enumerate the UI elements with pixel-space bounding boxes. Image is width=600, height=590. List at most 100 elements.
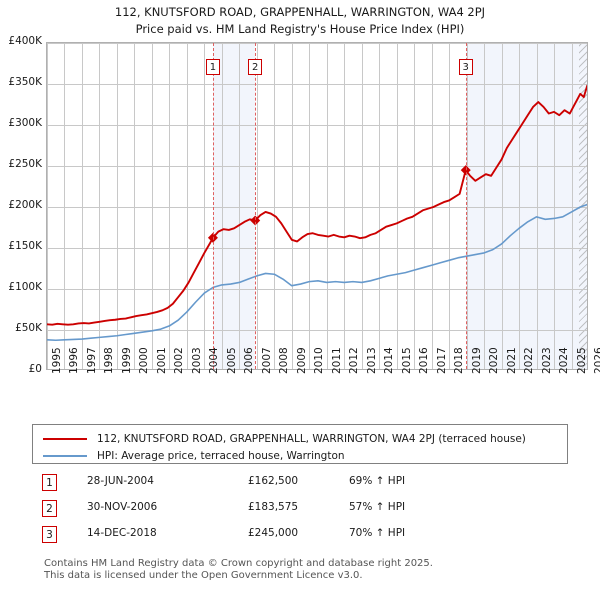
- x-axis-tick-label: 2020: [488, 347, 501, 374]
- gridline-vertical: [467, 43, 468, 369]
- shaded-period-band: [465, 43, 587, 369]
- gridline-vertical: [537, 43, 538, 369]
- hpi-delta: 69% ↑ HPI: [349, 475, 406, 487]
- x-axis-tick-label: 1996: [68, 347, 81, 374]
- gridline-vertical: [572, 43, 573, 369]
- shaded-period-band: [212, 43, 256, 369]
- legend-label: HPI: Average price, terraced house, Warr…: [97, 450, 345, 462]
- x-axis-tick-label: 1997: [85, 347, 98, 374]
- y-axis-tick-label: £350K: [8, 76, 42, 88]
- series-lines: [47, 84, 587, 342]
- gridline-vertical: [64, 43, 65, 369]
- row-index-badge: 2: [42, 500, 57, 517]
- y-axis-tick-label: £0: [28, 363, 42, 375]
- gridline-vertical: [362, 43, 363, 369]
- table-row[interactable]: 2 30-NOV-2006 £183,575 57% ↑ HPI: [32, 498, 568, 524]
- gridline-vertical: [257, 43, 258, 369]
- x-axis-tick-label: 2015: [400, 347, 413, 374]
- legend-color-swatch: [43, 438, 87, 440]
- table-row[interactable]: 3 14-DEC-2018 £245,000 70% ↑ HPI: [32, 524, 568, 550]
- x-axis-tick-label: 2016: [418, 347, 431, 374]
- x-axis-tick-label: 2012: [348, 347, 361, 374]
- gridline-vertical: [152, 43, 153, 369]
- gridline-horizontal: [47, 289, 587, 290]
- gridline-vertical: [379, 43, 380, 369]
- gridline-vertical: [274, 43, 275, 369]
- x-axis-tick-label: 1998: [103, 347, 116, 374]
- gridline-vertical: [292, 43, 293, 369]
- gridline-horizontal: [47, 84, 587, 85]
- gridline-vertical: [187, 43, 188, 369]
- gridline-vertical: [99, 43, 100, 369]
- marker-vline: [255, 43, 257, 369]
- footer-attribution: Contains HM Land Registry data © Crown c…: [44, 558, 574, 582]
- sale-price: £162,500: [248, 475, 299, 487]
- footer-line-1: Contains HM Land Registry data © Crown c…: [44, 558, 433, 569]
- x-axis-tick-label: 2000: [138, 347, 151, 374]
- gridline-vertical: [344, 43, 345, 369]
- legend-entry: HPI: Average price, terraced house, Warr…: [43, 448, 345, 464]
- gridline-vertical: [47, 43, 48, 369]
- gridline-vertical: [117, 43, 118, 369]
- legend-color-swatch: [43, 455, 87, 457]
- gridline-horizontal: [47, 248, 587, 249]
- x-axis-tick-label: 2006: [243, 347, 256, 374]
- gridline-vertical: [82, 43, 83, 369]
- marker-number-box[interactable]: 2: [248, 59, 263, 75]
- transactions-table: 1 28-JUN-2004 £162,500 69% ↑ HPI 2 30-NOV-200…: [32, 472, 568, 550]
- y-axis-tick-label: £100K: [8, 281, 42, 293]
- x-axis-tick-label: 2014: [383, 347, 396, 374]
- x-axis-tick-label: 1999: [120, 347, 133, 374]
- x-axis-tick-label: 2026: [593, 347, 600, 374]
- gridline-horizontal: [47, 43, 587, 44]
- x-axis-tick-label: 1995: [51, 347, 63, 374]
- legend-label: 112, KNUTSFORD ROAD, GRAPPENHALL, WARRIN…: [97, 433, 526, 445]
- x-axis-tick-label: 2008: [278, 347, 291, 374]
- x-axis-tick-label: 2019: [470, 347, 483, 374]
- gridline-vertical: [484, 43, 485, 369]
- x-axis-tick-label: 2025: [575, 347, 588, 374]
- gridline-vertical: [222, 43, 223, 369]
- x-axis-tick-label: 2001: [155, 347, 168, 374]
- page-subtitle: Price paid vs. HM Land Registry's House …: [135, 22, 465, 36]
- table-row[interactable]: 1 28-JUN-2004 £162,500 69% ↑ HPI: [32, 472, 568, 498]
- x-axis-tick-label: 2007: [260, 347, 273, 374]
- legend-entry: 112, KNUTSFORD ROAD, GRAPPENHALL, WARRIN…: [43, 431, 526, 447]
- sale-date: 14-DEC-2018: [87, 527, 157, 539]
- row-index-badge: 3: [42, 526, 57, 543]
- x-axis-tick-label: 2017: [435, 347, 448, 374]
- footer-line-2: This data is licensed under the Open Gov…: [44, 570, 363, 581]
- gridline-vertical: [309, 43, 310, 369]
- y-axis-tick-label: £50K: [15, 322, 42, 334]
- x-axis-tick-label: 2003: [190, 347, 203, 374]
- gridline-vertical: [169, 43, 170, 369]
- gridline-vertical: [432, 43, 433, 369]
- x-axis-tick-label: 2018: [453, 347, 466, 374]
- x-axis-tick-label: 2022: [523, 347, 536, 374]
- x-axis-tick-label: 2011: [330, 347, 343, 374]
- sale-date: 28-JUN-2004: [87, 475, 154, 487]
- x-axis-tick-label: 2005: [225, 347, 238, 374]
- marker-number-box[interactable]: 1: [205, 59, 220, 75]
- chart-plot-area: 1 2 3: [46, 42, 588, 370]
- x-axis-tick-label: 2024: [558, 347, 571, 374]
- x-axis-tick-label: 2010: [313, 347, 326, 374]
- x-axis-tick-label: 2004: [208, 347, 221, 374]
- hpi-delta: 70% ↑ HPI: [349, 527, 406, 539]
- gridline-vertical: [327, 43, 328, 369]
- y-axis-tick-label: £300K: [8, 117, 42, 129]
- gridline-vertical: [134, 43, 135, 369]
- y-axis-tick-label: £250K: [8, 158, 42, 170]
- x-axis-tick-label: 2009: [295, 347, 308, 374]
- gridline-horizontal: [47, 207, 587, 208]
- hpi-average-line: [47, 203, 587, 342]
- y-axis-tick-label: £200K: [8, 199, 42, 211]
- sale-price: £245,000: [248, 527, 299, 539]
- marker-number-box[interactable]: 3: [458, 59, 473, 75]
- x-axis-tick-label: 2002: [173, 347, 186, 374]
- y-axis-tick-label: £400K: [8, 35, 42, 47]
- gridline-vertical: [414, 43, 415, 369]
- chart-legend: 112, KNUTSFORD ROAD, GRAPPENHALL, WARRIN…: [32, 424, 568, 464]
- gridline-horizontal: [47, 166, 587, 167]
- chart-title-block: 112, KNUTSFORD ROAD, GRAPPENHALL, WARRIN…: [0, 4, 600, 38]
